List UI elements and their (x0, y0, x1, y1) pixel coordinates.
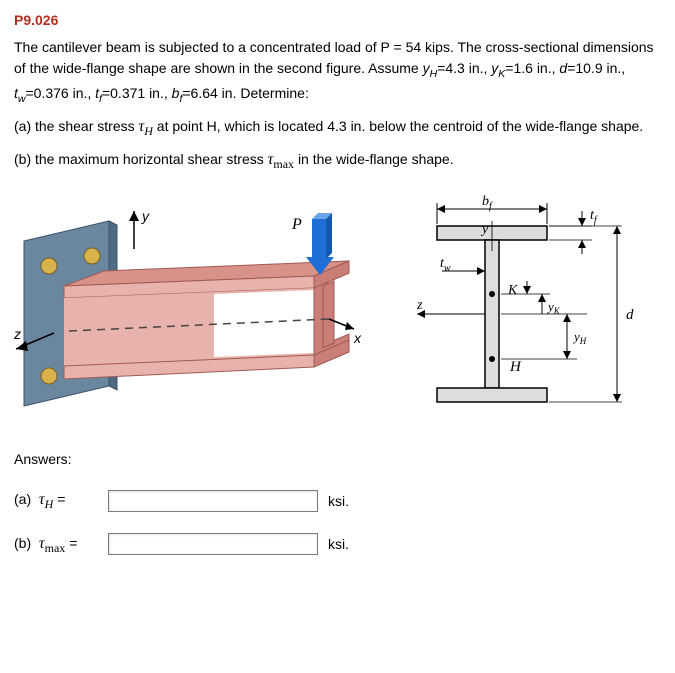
label-x: x (353, 330, 362, 346)
part-b-text: (b) the maximum horizontal shear stress … (14, 148, 661, 173)
part-a-pre: (a) the shear stress (14, 118, 139, 134)
label-yh: yH (572, 329, 587, 346)
label-k: K (507, 283, 518, 298)
tau-max-symbol: τmax (268, 151, 294, 168)
answer-a-unit: ksi. (328, 491, 349, 512)
answer-b-equals: = (69, 535, 77, 551)
label-z: z (14, 326, 21, 342)
answer-a-lhs: (a) τH = (14, 488, 100, 513)
part-b-post: in the wide-flange shape. (298, 151, 454, 167)
answer-b-letter: (b) (14, 535, 31, 551)
answer-row-b: (b) τmax = ksi. (14, 532, 661, 557)
determine-text: Determine: (236, 85, 308, 101)
part-b-pre: (b) the maximum horizontal shear stress (14, 151, 268, 167)
label-yk: yK (546, 299, 561, 316)
part-a-text: (a) the shear stress τH at point H, whic… (14, 115, 661, 140)
label-tf: tf (590, 208, 598, 226)
answer-a-symbol: τH (39, 491, 53, 508)
diagram-cross-section: bf tf d tw y z K (382, 191, 652, 431)
answer-row-a: (a) τH = ksi. (14, 488, 661, 513)
answer-a-equals: = (57, 491, 65, 507)
answer-b-unit: ksi. (328, 534, 349, 555)
label-z2: z (416, 298, 423, 313)
label-p: P (291, 216, 302, 233)
label-tw: tw (440, 256, 451, 274)
part-a-post: at point H, which is located 4.3 in. bel… (157, 118, 643, 134)
label-y: y (141, 208, 150, 224)
problem-number: P9.026 (14, 10, 661, 31)
problem-statement: The cantilever beam is subjected to a co… (14, 37, 661, 107)
answer-a-input[interactable] (108, 490, 318, 512)
figures-row: x z y P bf (14, 191, 661, 431)
label-y2: y (480, 222, 489, 237)
tau-h-symbol: τH (139, 118, 153, 135)
label-d: d (626, 307, 634, 323)
label-h: H (509, 359, 522, 375)
answer-a-letter: (a) (14, 491, 31, 507)
answer-b-input[interactable] (108, 533, 318, 555)
answers-label: Answers: (14, 449, 661, 470)
answer-b-lhs: (b) τmax = (14, 532, 100, 557)
diagram-cantilever: x z y P (14, 191, 364, 431)
answer-b-symbol: τmax (39, 535, 65, 552)
